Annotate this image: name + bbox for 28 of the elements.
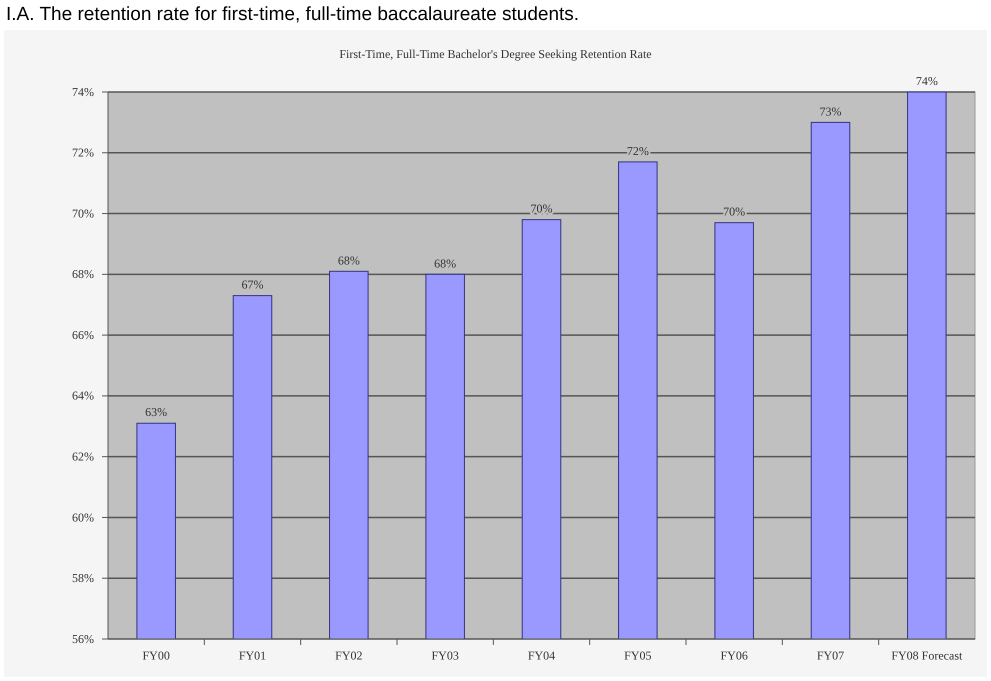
y-tick-label: 70% xyxy=(72,206,94,220)
y-tick-label: 72% xyxy=(72,146,94,160)
y-tick-label: 64% xyxy=(72,388,94,403)
text: I.A. The retention rate for first-time, full-time baccalaureate students. xyxy=(6,4,580,25)
chart-title: First-Time, Full-Time Bachelor's Degree Seeking Retention Rate xyxy=(339,47,652,61)
data-label: 70% xyxy=(530,202,552,216)
x-tick-label: FY03 xyxy=(431,648,459,663)
x-tick-label: FY05 xyxy=(624,648,652,663)
data-label: 74% xyxy=(916,74,938,88)
x-tick-label: FY07 xyxy=(816,648,844,663)
data-label: 68% xyxy=(338,253,360,268)
data-label: 73% xyxy=(820,104,842,118)
y-tick-label: 58% xyxy=(72,571,94,586)
x-tick-label: FY01 xyxy=(238,648,266,663)
y-tick-label: 60% xyxy=(72,510,94,524)
y-tick-label: 74% xyxy=(72,84,94,99)
data-label: 68% xyxy=(434,256,456,270)
data-label: 63% xyxy=(145,405,168,420)
x-tick-label: FY04 xyxy=(528,648,556,663)
y-tick-label: 56% xyxy=(72,632,94,646)
data-label: 67% xyxy=(242,278,264,292)
x-tick-label: FY02 xyxy=(335,648,363,663)
x-tick-label: FY06 xyxy=(720,648,748,663)
x-tick-label: FY00 xyxy=(142,648,170,663)
y-tick-label: 68% xyxy=(72,267,94,282)
y-tick-label: 62% xyxy=(72,450,94,464)
x-tick-label: FY08 Forecast xyxy=(891,648,963,663)
y-tick-label: 66% xyxy=(72,328,94,342)
